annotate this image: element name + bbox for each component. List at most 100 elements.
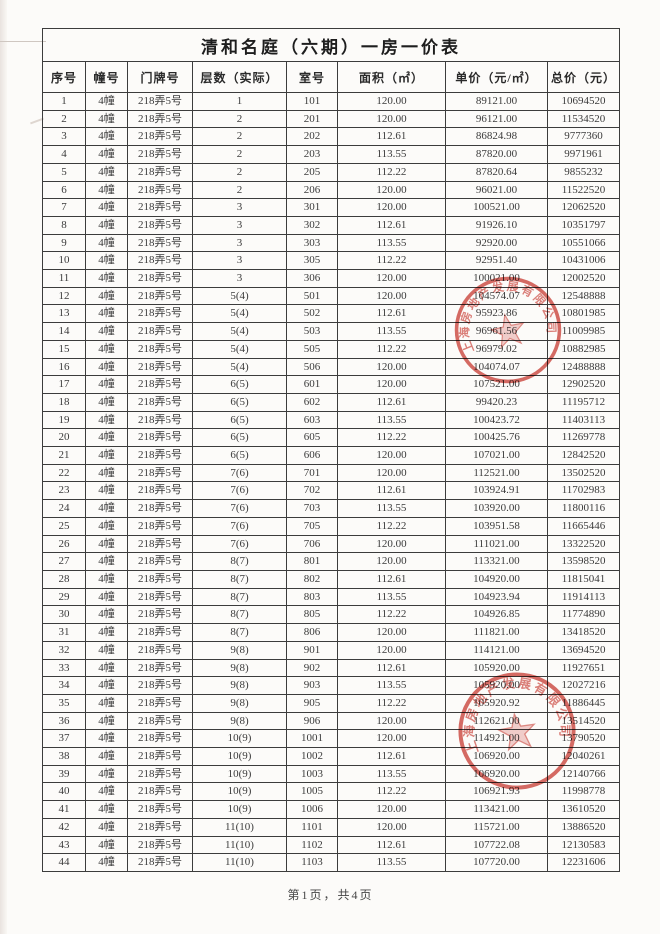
title-row: 清和名庭（六期）一房一价表	[42, 28, 620, 62]
cell: 120.00	[337, 800, 446, 819]
cell: 114121.00	[445, 640, 548, 660]
cell: 10351797	[547, 215, 620, 235]
cell: 4幢	[85, 569, 128, 589]
cell: 4	[42, 145, 86, 164]
cell: 120.00	[337, 198, 446, 217]
cell: 35	[42, 693, 86, 713]
cell: 505	[286, 339, 338, 359]
cell: 5(4)	[192, 339, 287, 359]
cell: 4幢	[85, 304, 128, 324]
table-row: 12 4幢 218弄5号 5(4) 501 120.00 104574.07 12548888	[42, 286, 620, 306]
cell: 218弄5号	[127, 446, 193, 465]
scan-artifact-line	[0, 41, 46, 42]
cell: 120.00	[337, 534, 446, 554]
cell: 7(6)	[192, 516, 287, 536]
cell: 12488888	[547, 357, 620, 377]
cell: 905	[286, 693, 338, 713]
cell: 601	[286, 375, 338, 394]
cell: 705	[286, 516, 338, 536]
table-row: 35 4幢 218弄5号 9(8) 905 112.22 105920.92 11886445	[42, 693, 620, 713]
cell: 218弄5号	[127, 375, 193, 394]
cell: 120.00	[337, 109, 446, 129]
cell: 113.55	[337, 145, 446, 164]
cell: 218弄5号	[127, 800, 193, 819]
cell: 4幢	[85, 853, 128, 872]
cell: 112.22	[337, 516, 446, 536]
cell: 103924.91	[445, 481, 548, 501]
cell: 104923.94	[445, 587, 548, 607]
cell: 92951.40	[445, 251, 548, 271]
cell: 107021.00	[445, 446, 548, 465]
cell: 3	[192, 233, 287, 253]
cell: 4幢	[85, 180, 128, 200]
cell: 24	[42, 499, 86, 518]
cell: 1003	[286, 764, 338, 784]
cell: 206	[286, 180, 338, 200]
cell: 107720.00	[445, 853, 548, 872]
cell: 218弄5号	[127, 233, 193, 253]
cell: 12842520	[547, 446, 620, 465]
cell: 218弄5号	[127, 499, 193, 518]
cell: 96979.02	[445, 339, 548, 359]
cell: 10551066	[547, 233, 620, 253]
cell: 2	[192, 109, 287, 129]
table-row: 29 4幢 218弄5号 8(7) 803 113.55 104923.94 11914113	[42, 587, 620, 607]
cell: 305	[286, 251, 338, 271]
cell: 4幢	[85, 109, 128, 129]
cell: 5(4)	[192, 304, 287, 324]
cell: 8(7)	[192, 552, 287, 571]
cell: 1101	[286, 817, 338, 837]
cell: 120.00	[337, 180, 446, 200]
cell: 114921.00	[445, 729, 548, 749]
cell: 104920.00	[445, 569, 548, 589]
cell: 218弄5号	[127, 587, 193, 607]
cell: 8	[42, 215, 86, 235]
cell: 1006	[286, 800, 338, 819]
cell: 20	[42, 428, 86, 448]
cell: 87820.00	[445, 145, 548, 164]
cell: 4幢	[85, 92, 128, 111]
cell: 113421.00	[445, 800, 548, 819]
cell: 1002	[286, 747, 338, 766]
cell: 12130583	[547, 835, 620, 855]
cell: 218弄5号	[127, 569, 193, 589]
cell: 112.22	[337, 251, 446, 271]
cell: 41	[42, 800, 86, 819]
cell: 13694520	[547, 640, 620, 660]
cell: 12140766	[547, 764, 620, 784]
table-row: 5 4幢 218弄5号 2 205 112.22 87820.64 9855232	[42, 162, 620, 182]
cell: 11998778	[547, 782, 620, 802]
cell: 99420.23	[445, 392, 548, 412]
cell: 8(7)	[192, 623, 287, 642]
cell: 120.00	[337, 640, 446, 660]
cell: 31	[42, 623, 86, 642]
cell: 11914113	[547, 587, 620, 607]
cell: 112.22	[337, 605, 446, 625]
cell: 13886520	[547, 817, 620, 837]
cell: 1103	[286, 853, 338, 872]
table-row: 44 4幢 218弄5号 11(10) 1103 113.55 107720.00 12231…	[42, 853, 620, 872]
cell: 11195712	[547, 392, 620, 412]
cell: 6(5)	[192, 446, 287, 465]
cell: 39	[42, 764, 86, 784]
cell: 218弄5号	[127, 835, 193, 855]
cell: 701	[286, 463, 338, 483]
cell: 106921.93	[445, 782, 548, 802]
cell: 11403113	[547, 410, 620, 430]
cell: 115721.00	[445, 817, 548, 837]
cell: 11	[42, 269, 86, 288]
cell: 218弄5号	[127, 357, 193, 377]
table-row: 32 4幢 218弄5号 9(8) 901 120.00 114121.00 13694520	[42, 640, 620, 660]
cell: 4幢	[85, 534, 128, 554]
cell: 21	[42, 446, 86, 465]
cell: 104074.07	[445, 357, 548, 377]
cell: 4幢	[85, 269, 128, 288]
cell: 10882985	[547, 339, 620, 359]
cell: 11886445	[547, 693, 620, 713]
table-row: 27 4幢 218弄5号 8(7) 801 120.00 113321.00 13598520	[42, 552, 620, 571]
cell: 218弄5号	[127, 251, 193, 271]
cell: 89121.00	[445, 92, 548, 111]
cell: 12548888	[547, 286, 620, 306]
table-row: 13 4幢 218弄5号 5(4) 502 112.61 95923.86 10801985	[42, 304, 620, 324]
cell: 120.00	[337, 711, 446, 731]
